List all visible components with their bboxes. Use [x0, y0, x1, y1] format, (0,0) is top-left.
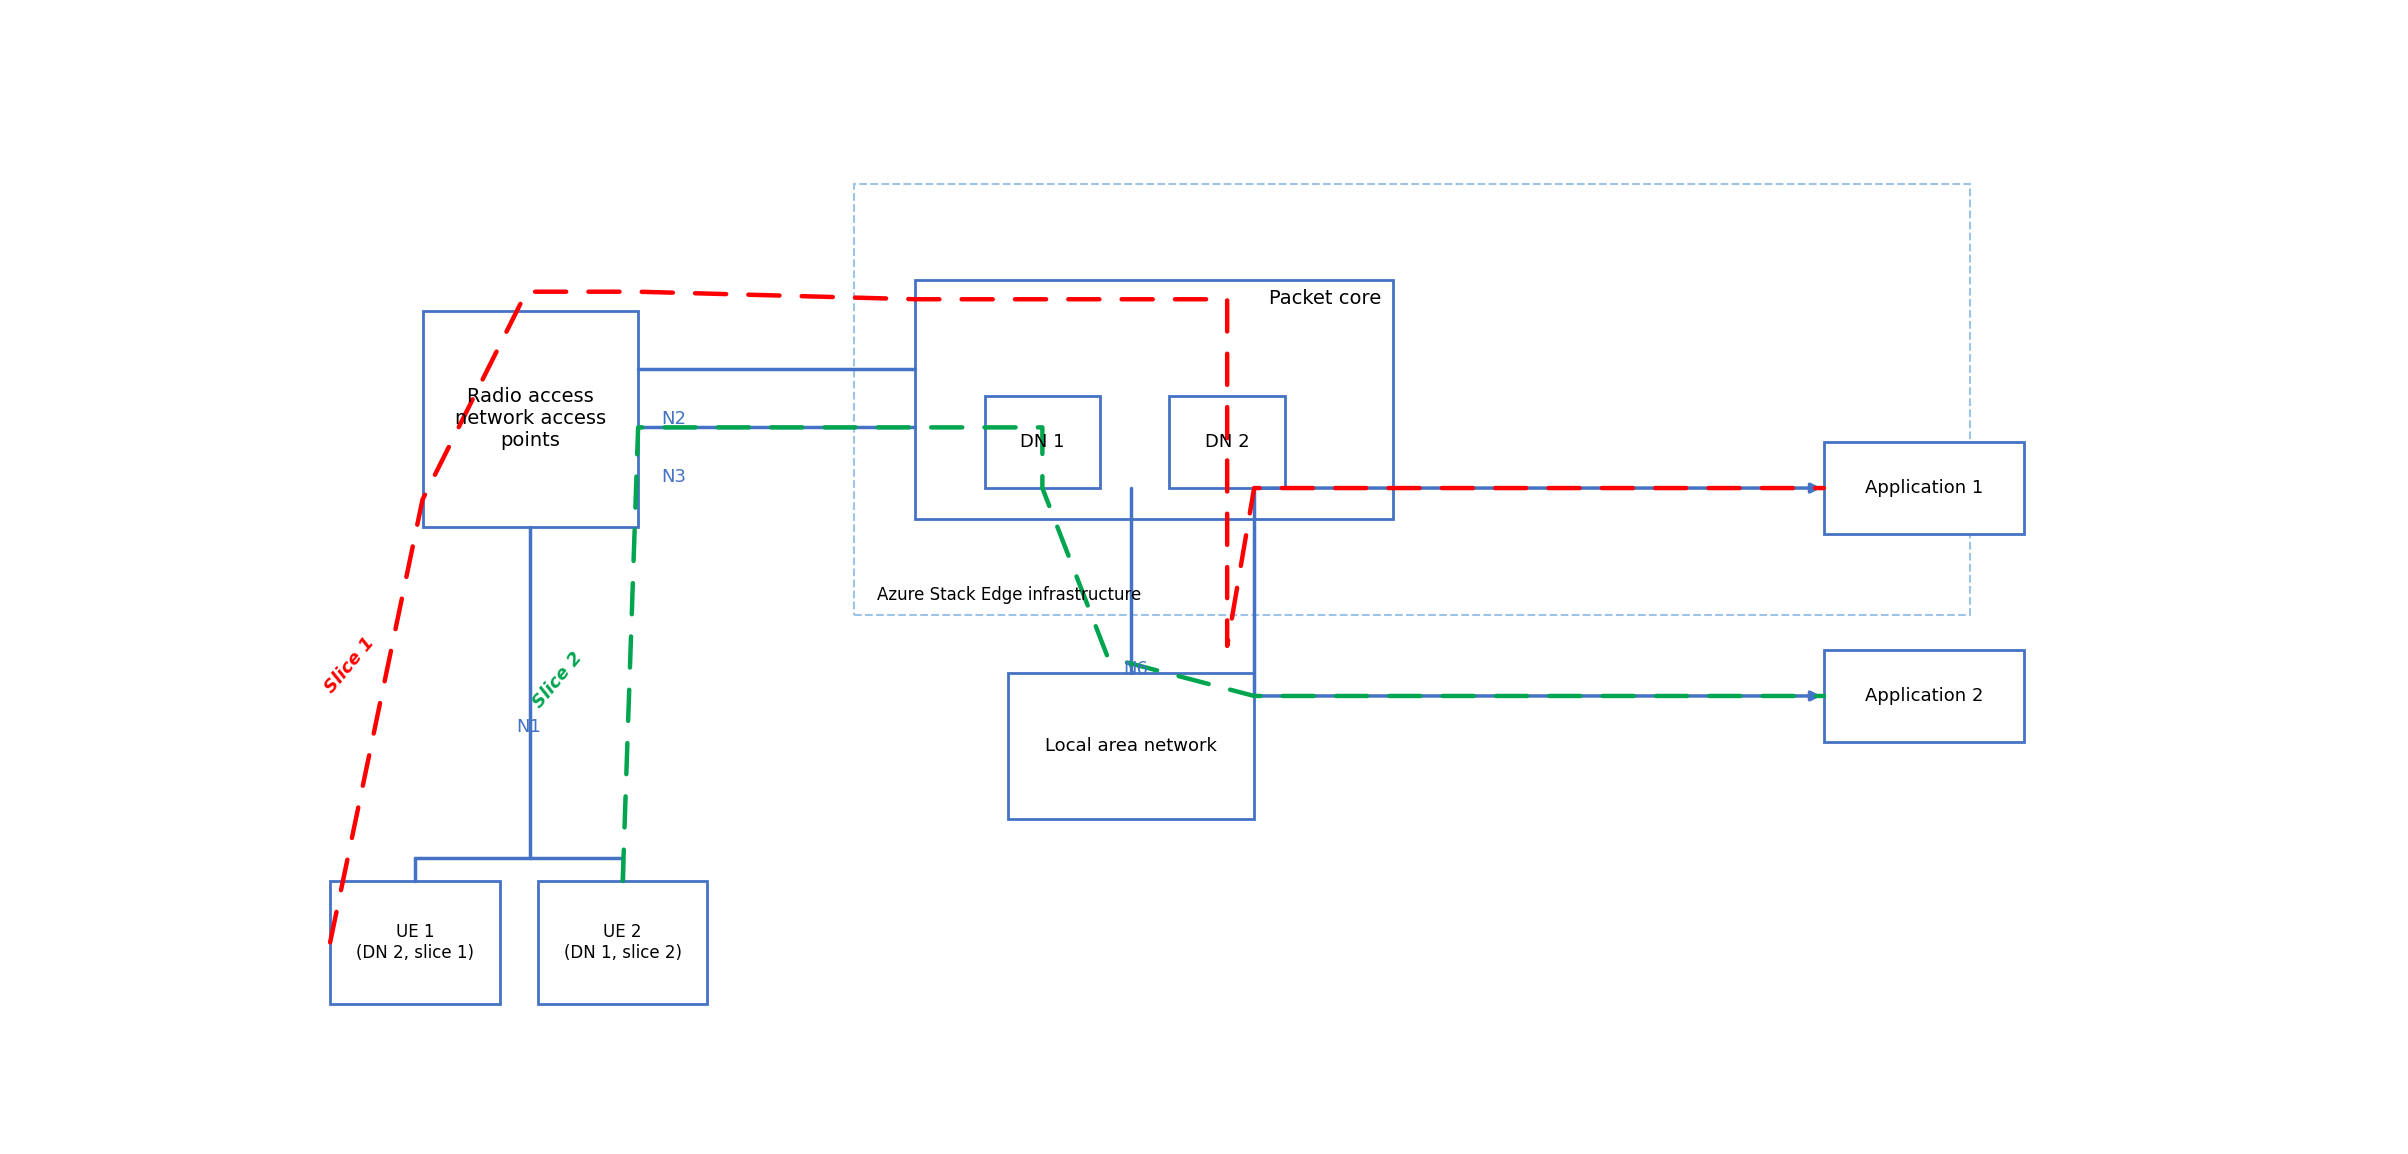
Text: Application 1: Application 1 [1864, 479, 1984, 497]
Text: Azure Stack Edge infrastructure: Azure Stack Edge infrastructure [877, 585, 1141, 604]
Bar [1170, 396, 1286, 488]
Bar [915, 280, 1392, 519]
Text: UE 2
(DN 1, slice 2): UE 2 (DN 1, slice 2) [563, 923, 681, 961]
Text: Packet core: Packet core [1269, 290, 1382, 308]
Text: Radio access
network access
points: Radio access network access points [455, 388, 607, 450]
Text: DN 1: DN 1 [1021, 433, 1064, 451]
Bar [855, 183, 1970, 615]
Text: N3: N3 [662, 467, 686, 486]
Text: Slice 2: Slice 2 [530, 650, 585, 712]
Text: N6: N6 [1122, 660, 1149, 679]
Text: Local area network: Local area network [1045, 737, 1216, 755]
Bar [1007, 673, 1255, 819]
Text: N1: N1 [515, 718, 542, 736]
Text: Slice 1: Slice 1 [320, 634, 378, 697]
Bar [537, 881, 708, 1004]
Text: DN 2: DN 2 [1204, 433, 1250, 451]
Text: UE 1
(DN 2, slice 1): UE 1 (DN 2, slice 1) [356, 923, 474, 961]
Bar [421, 310, 638, 526]
Text: N2: N2 [662, 410, 686, 428]
Bar [330, 881, 498, 1004]
Bar [1823, 650, 2025, 742]
Bar [985, 396, 1100, 488]
Text: Application 2: Application 2 [1864, 687, 1984, 705]
Bar [1823, 442, 2025, 534]
